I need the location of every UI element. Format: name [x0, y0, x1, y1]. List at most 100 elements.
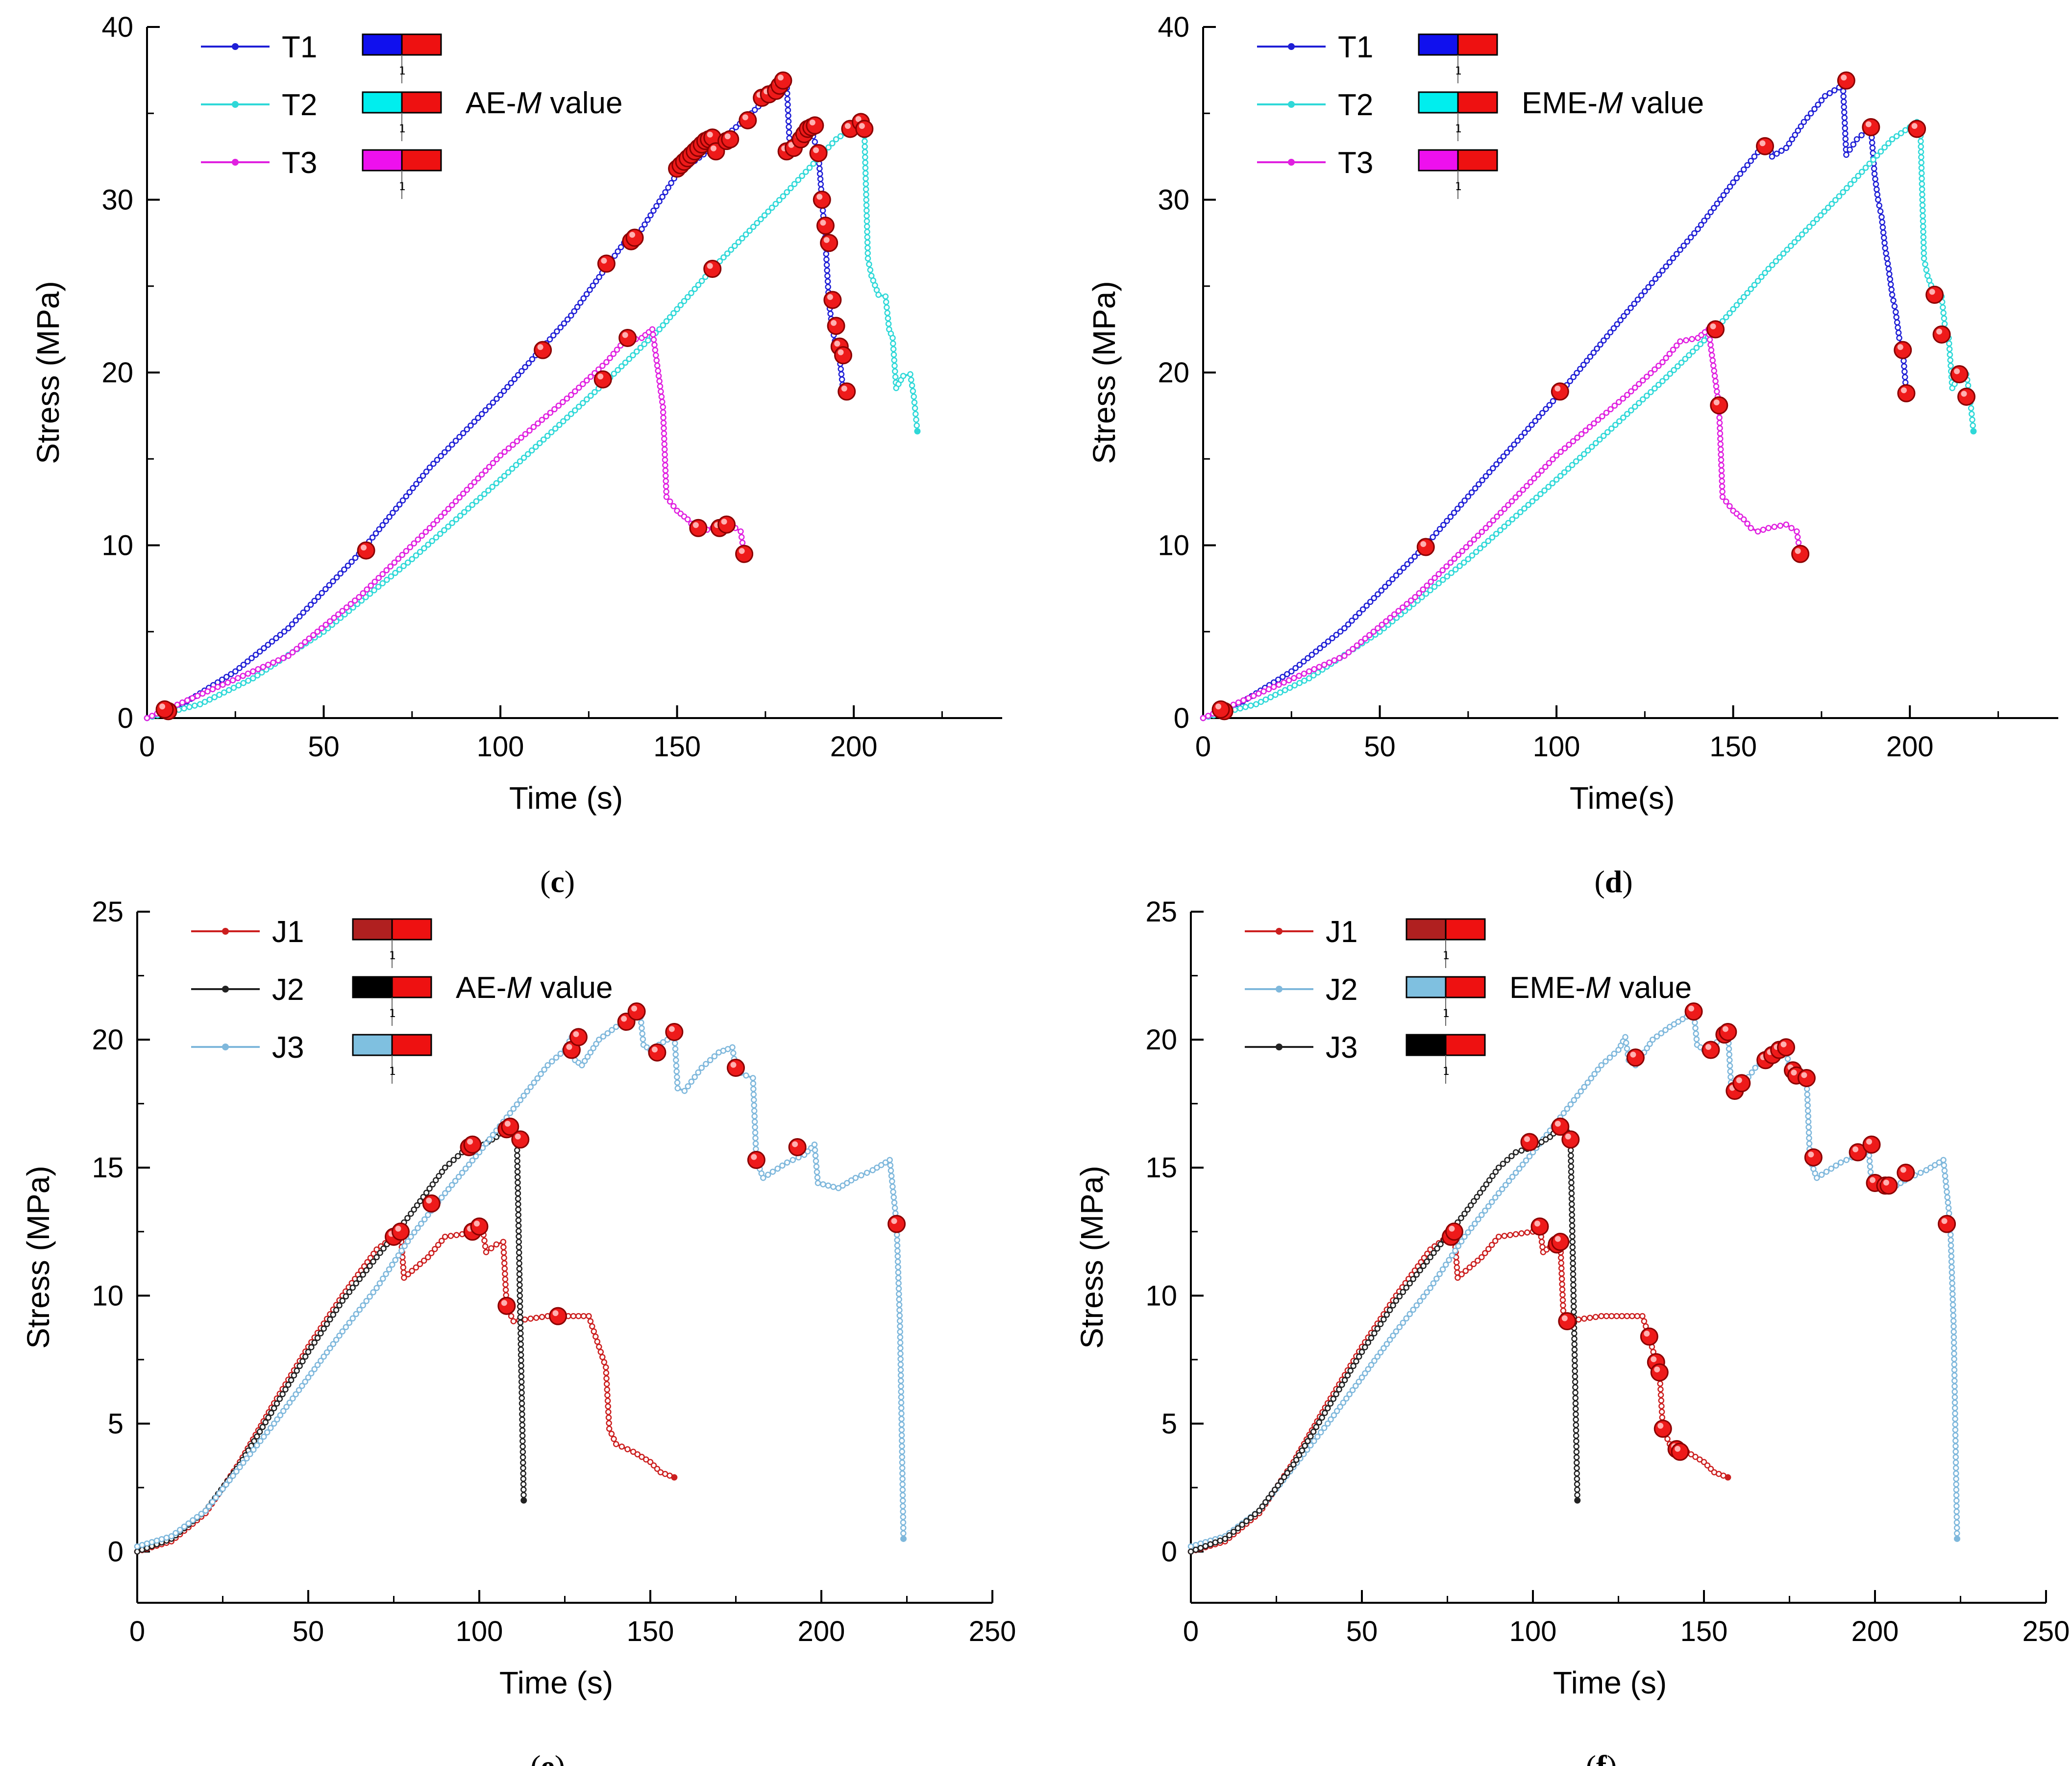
data-point	[1869, 145, 1876, 151]
m-value-marker	[717, 515, 736, 534]
data-point	[401, 1274, 407, 1281]
data-point	[1345, 649, 1352, 656]
data-point	[501, 473, 508, 479]
data-point	[1517, 509, 1524, 516]
data-point	[1431, 1249, 1437, 1256]
data-point	[1393, 1297, 1400, 1304]
swatch-scale-label: 1	[389, 1066, 396, 1078]
data-point	[1349, 1387, 1356, 1393]
data-point	[1539, 410, 1546, 416]
data-point	[1595, 1066, 1601, 1073]
data-point	[549, 1058, 555, 1065]
data-point	[1507, 445, 1514, 452]
swatch-left	[1418, 91, 1459, 114]
data-point	[445, 506, 452, 512]
data-point	[426, 525, 433, 531]
data-point	[1719, 483, 1726, 490]
data-point	[254, 1442, 260, 1449]
data-point	[384, 576, 390, 583]
data-point	[289, 649, 296, 656]
data-point	[1570, 1260, 1576, 1267]
data-point	[1876, 202, 1882, 209]
data-point	[1468, 489, 1475, 496]
data-point	[1804, 1091, 1811, 1098]
data-point	[500, 1239, 507, 1245]
data-point	[1805, 1113, 1811, 1119]
data-point	[1641, 1318, 1648, 1324]
marker-highlight	[1961, 391, 1967, 397]
data-point	[386, 514, 393, 520]
data-point	[1276, 681, 1282, 688]
x-tick-label: 0	[1183, 1616, 1199, 1647]
data-point	[1499, 1186, 1505, 1193]
data-point	[750, 224, 757, 230]
data-point	[647, 212, 654, 219]
data-point	[392, 1257, 398, 1263]
data-point	[456, 434, 463, 440]
marker-highlight	[823, 237, 830, 243]
data-point	[1509, 516, 1516, 522]
data-point	[465, 505, 471, 512]
m-value-marker	[721, 130, 740, 149]
data-point	[1446, 1257, 1452, 1263]
y-tick-label: 0	[118, 702, 133, 734]
data-point	[814, 1169, 820, 1175]
data-point	[1571, 1346, 1578, 1353]
data-point	[273, 635, 279, 642]
data-point	[571, 308, 577, 315]
data-point	[754, 220, 761, 226]
marker-highlight	[1657, 1422, 1664, 1429]
data-point	[429, 538, 436, 545]
data-point	[1884, 260, 1891, 267]
data-point	[825, 144, 832, 150]
data-point	[707, 1057, 714, 1064]
data-point	[417, 548, 423, 555]
data-point	[580, 1313, 587, 1319]
data-point	[1550, 398, 1556, 404]
data-point	[518, 1368, 524, 1374]
data-point	[784, 1159, 790, 1166]
data-point	[1893, 133, 1900, 140]
data-point	[177, 1526, 183, 1533]
data-point	[603, 1375, 610, 1382]
data-point	[670, 310, 677, 317]
data-point	[862, 159, 868, 166]
data-point	[1727, 1074, 1734, 1080]
data-point	[1492, 1169, 1499, 1175]
data-point	[1805, 1119, 1812, 1125]
data-point	[824, 278, 831, 285]
data-point	[223, 673, 230, 680]
data-point	[738, 534, 745, 541]
data-point	[1301, 677, 1307, 684]
data-point	[520, 1486, 527, 1493]
data-point	[1946, 340, 1952, 347]
data-point	[1416, 590, 1422, 597]
data-point	[1371, 595, 1377, 601]
data-point	[910, 388, 916, 395]
data-point	[1467, 540, 1474, 547]
data-point	[1869, 139, 1875, 146]
data-point	[1524, 1229, 1530, 1236]
data-point	[812, 1152, 819, 1159]
data-point	[1726, 1051, 1732, 1058]
data-point	[890, 351, 897, 358]
data-point	[768, 204, 775, 211]
data-point	[1535, 414, 1542, 420]
data-point	[1918, 170, 1925, 176]
annotation-prefix: EME-	[1509, 971, 1585, 1005]
data-point	[1572, 1379, 1579, 1385]
data-point	[1795, 235, 1801, 242]
data-point	[1301, 671, 1307, 677]
data-point	[1424, 582, 1430, 589]
data-point	[1918, 149, 1924, 155]
data-point	[233, 1468, 240, 1475]
data-point	[1542, 1136, 1549, 1143]
data-point	[481, 491, 488, 497]
data-point	[1951, 1389, 1958, 1395]
data-point	[663, 488, 669, 495]
data-point	[1568, 1163, 1575, 1169]
marker-highlight	[1795, 548, 1801, 554]
caption-letter: f	[1596, 1749, 1607, 1766]
data-point	[370, 1258, 376, 1265]
data-point	[1377, 1321, 1384, 1327]
